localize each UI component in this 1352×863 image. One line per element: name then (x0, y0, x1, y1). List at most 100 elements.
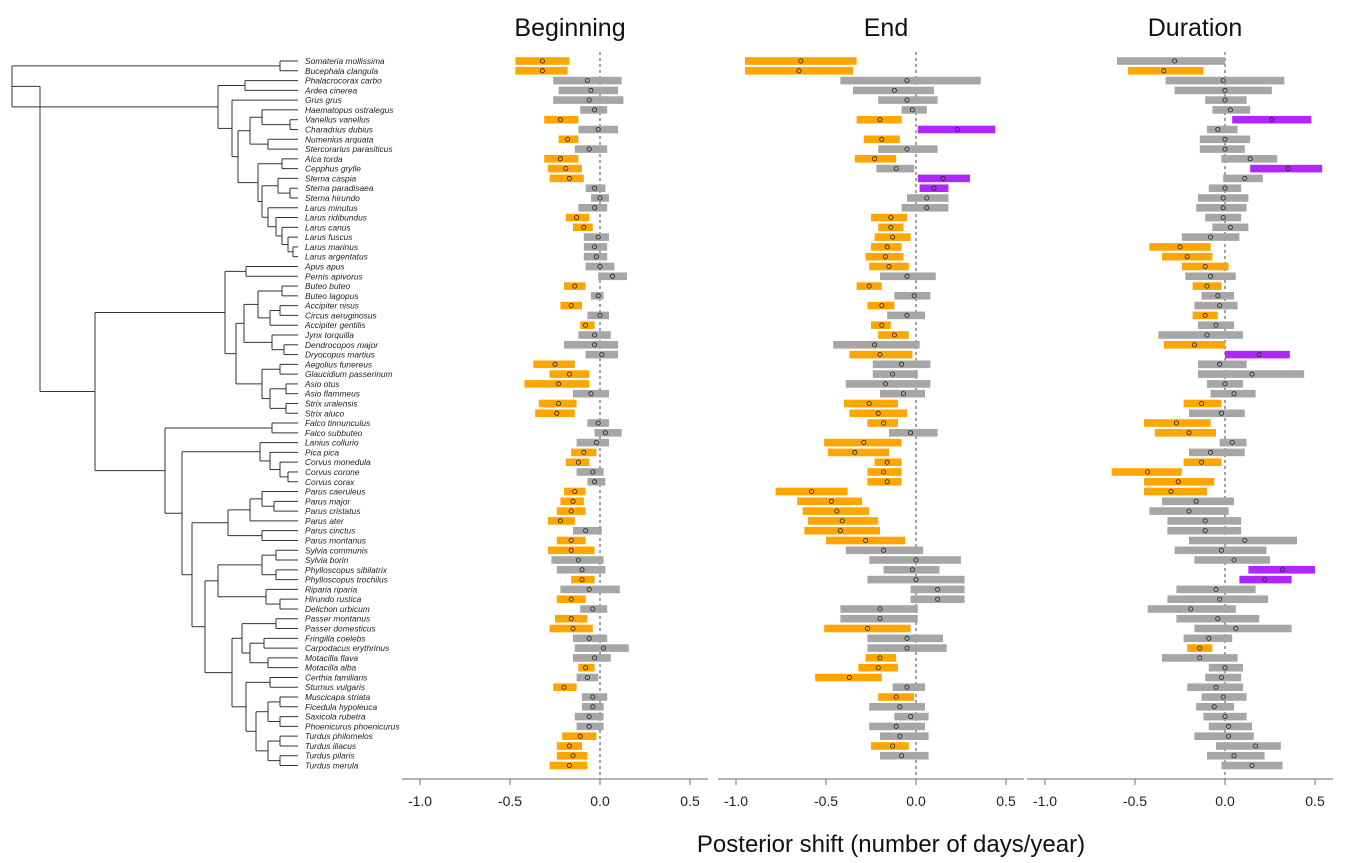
mean-point (557, 518, 563, 524)
mean-point (931, 185, 937, 191)
interval-bar (562, 732, 597, 740)
panel-title: Duration (1148, 14, 1243, 42)
interval-bar (1194, 732, 1254, 740)
mean-point (586, 714, 592, 720)
mean-point (863, 538, 869, 544)
mean-point (581, 449, 587, 455)
mean-point (574, 215, 580, 221)
interval-bar (594, 429, 622, 437)
species-label: Parus cinctus (305, 526, 356, 536)
species-label: Haematopus ostralegus (305, 105, 394, 115)
interval-bar (880, 751, 929, 760)
interval-bar (745, 57, 857, 65)
interval-bar (867, 419, 898, 427)
species-label: Corvus corone (305, 467, 360, 477)
mean-point (891, 332, 897, 338)
interval-bar (867, 575, 965, 584)
species-label: Circus aeruginosus (305, 310, 377, 320)
mean-point (577, 733, 583, 739)
interval-bar (573, 223, 593, 232)
interval-bar (1208, 663, 1243, 672)
interval-bar (840, 76, 981, 85)
species-label: Ficedula hypoleuca (305, 702, 378, 712)
interval-bar (1203, 712, 1247, 721)
interval-bar (826, 536, 906, 545)
species-label: Larus argentatus (305, 252, 369, 262)
x-tick-label: 0.0 (1215, 793, 1235, 809)
interval-bar (1248, 566, 1315, 574)
mean-point (563, 166, 569, 172)
interval-bar (1194, 624, 1292, 633)
mean-point (1211, 704, 1217, 710)
interval-bar (576, 722, 604, 731)
interval-bar (1162, 654, 1238, 662)
mean-point (1242, 175, 1248, 181)
mean-point (581, 224, 587, 230)
mean-point (557, 117, 563, 123)
interval-bar (815, 673, 882, 682)
mean-point (610, 273, 616, 279)
mean-point (592, 655, 598, 661)
mean-point (852, 449, 858, 455)
interval-bar (907, 194, 949, 202)
interval-bar (1212, 223, 1249, 232)
interval-bar (556, 536, 586, 545)
mean-point (875, 410, 881, 416)
interval-bar (1163, 341, 1225, 349)
mean-point (866, 400, 872, 406)
mean-point (568, 547, 574, 553)
mean-point (897, 704, 903, 710)
mean-point (879, 136, 885, 142)
panel-duration: Duration -1.0 -0.5 0.0 0.5 (1027, 14, 1333, 809)
mean-point (1256, 352, 1262, 358)
mean-point (904, 645, 910, 651)
mean-point (1222, 87, 1228, 93)
interval-bar (1162, 252, 1213, 261)
mean-point (597, 263, 603, 269)
interval-bar (1149, 243, 1211, 251)
species-label: Motacilla flava (305, 653, 358, 663)
mean-point (899, 361, 905, 367)
species-label: Dendrocopos major (305, 340, 379, 350)
mean-point (872, 342, 878, 348)
interval-bar (880, 272, 936, 281)
interval-bar (558, 86, 618, 95)
interval-bar (1167, 517, 1242, 525)
mean-point (897, 733, 903, 739)
mean-point (590, 469, 596, 475)
mean-point (1247, 156, 1253, 162)
species-label: Falco tinnunculus (305, 418, 371, 428)
mean-point (557, 156, 563, 162)
species-label: Buteo buteo (305, 281, 351, 291)
interval-bar (553, 76, 622, 85)
interval-bar (1174, 546, 1267, 555)
interval-bar (1196, 703, 1234, 711)
mean-point (846, 675, 852, 681)
species-label: Numenius arquata (305, 134, 374, 144)
mean-point (592, 107, 598, 113)
mean-point (899, 753, 905, 759)
interval-bar (1117, 57, 1225, 65)
mean-point (1222, 146, 1228, 152)
mean-point (1233, 626, 1239, 632)
mean-point (568, 303, 574, 309)
mean-point (570, 753, 576, 759)
mean-point (592, 342, 598, 348)
species-label: Phoenicurus phoenicurus (305, 721, 400, 731)
mean-point (828, 498, 834, 504)
mean-point (570, 626, 576, 632)
interval-bar (869, 722, 925, 731)
interval-bar (840, 605, 918, 613)
interval-bar (538, 399, 577, 408)
interval-bar (583, 243, 608, 251)
mean-point (904, 78, 910, 84)
mean-point (891, 87, 897, 93)
species-label: Sturnus vulgaris (305, 682, 366, 692)
species-label: Parus caeruleus (305, 487, 366, 497)
mean-point (1186, 508, 1192, 514)
mean-point (1220, 195, 1226, 201)
interval-bar (556, 507, 586, 515)
species-label: Strix aluco (305, 408, 344, 418)
interval-bar (580, 106, 608, 114)
